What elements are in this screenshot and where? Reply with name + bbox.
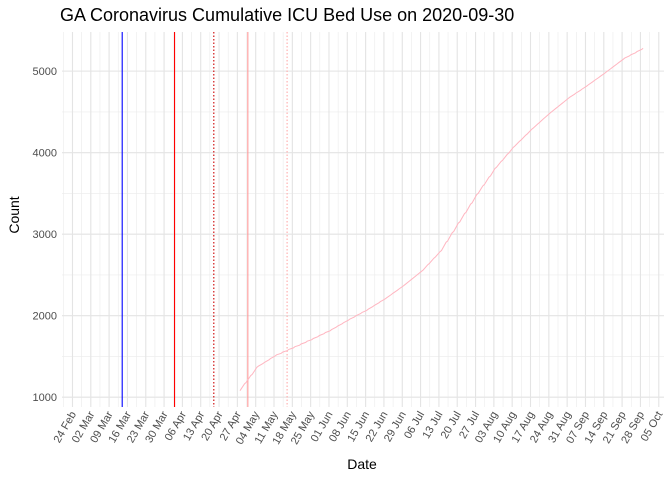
series-layer <box>239 47 644 391</box>
x-axis-title: Date <box>347 456 377 472</box>
series-line <box>239 47 644 391</box>
chart-title: GA Coronavirus Cumulative ICU Bed Use on… <box>60 5 515 25</box>
y-tick-label: 3000 <box>33 229 57 241</box>
reference-lines <box>121 32 288 407</box>
y-tick-label: 4000 <box>33 148 57 160</box>
y-tick-label: 2000 <box>33 311 57 323</box>
y-tick-label: 5000 <box>33 66 57 78</box>
grid-layer <box>62 32 664 407</box>
y-tick-label: 1000 <box>33 392 57 404</box>
y-axis-ticks: 1000 2000 3000 4000 5000 <box>33 66 57 404</box>
y-axis-title: Count <box>6 196 22 233</box>
